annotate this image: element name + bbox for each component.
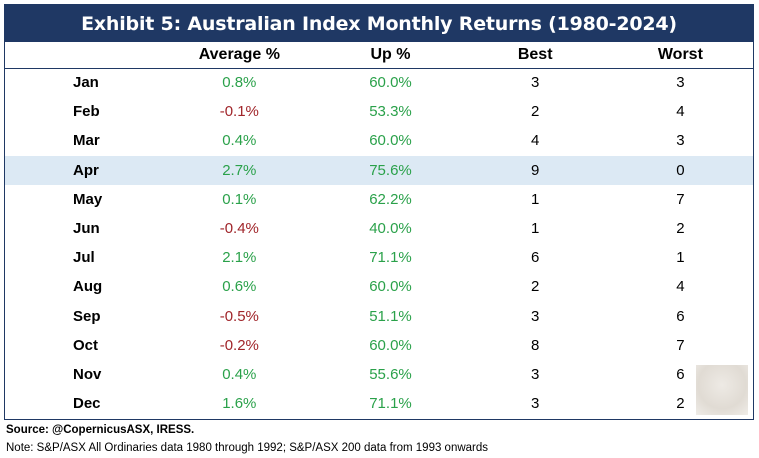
header-average: Average % xyxy=(160,42,319,69)
average-cell: 0.4% xyxy=(222,132,257,150)
up-cell: 60.0% xyxy=(369,278,412,296)
month-cell: Apr xyxy=(5,155,161,185)
best-cell: 9 xyxy=(462,155,608,185)
average-cell: 0.1% xyxy=(222,190,257,208)
month-cell: Oct xyxy=(73,336,99,354)
table-row: Mar 0.4% 60.0% 4 3 xyxy=(5,126,753,155)
table-row: Jan 0.8% 60.0% 3 3 xyxy=(5,68,753,97)
average-cell: 0.6% xyxy=(222,278,257,296)
worst-cell: 3 xyxy=(676,74,685,92)
best-cell: 2 xyxy=(531,103,540,121)
best-cell: 1 xyxy=(531,190,540,208)
best-cell: 3 xyxy=(531,74,540,92)
month-cell: Jun xyxy=(73,220,100,238)
month-cell: Jul xyxy=(73,249,95,267)
month-cell: May xyxy=(73,190,103,208)
best-cell: 3 xyxy=(531,395,540,413)
table-row: Jun -0.4% 40.0% 1 2 xyxy=(5,214,753,243)
best-cell: 8 xyxy=(531,336,540,354)
up-cell: 62.2% xyxy=(369,190,412,208)
table-row: Feb -0.1% 53.3% 2 4 xyxy=(5,97,753,126)
worst-cell: 3 xyxy=(676,132,685,150)
up-cell: 53.3% xyxy=(369,103,412,121)
header-up: Up % xyxy=(318,42,463,69)
header-row: Average % Up % Best Worst xyxy=(5,42,753,69)
average-cell: 0.4% xyxy=(222,365,257,383)
header-best: Best xyxy=(462,42,608,69)
average-cell: -0.5% xyxy=(219,307,259,325)
table-row: Apr 2.7% 75.6% 9 0 xyxy=(5,155,753,185)
average-cell: -0.1% xyxy=(219,103,259,121)
month-cell: Sep xyxy=(73,307,101,325)
table-row: Nov 0.4% 55.6% 3 6 xyxy=(5,360,753,389)
average-cell: -0.4% xyxy=(219,220,259,238)
best-cell: 1 xyxy=(531,220,540,238)
average-cell: 2.7% xyxy=(160,155,319,185)
average-cell: 2.1% xyxy=(222,249,257,267)
header-month xyxy=(5,42,161,69)
note-text: Note: S&P/ASX All Ordinaries data 1980 t… xyxy=(6,442,489,454)
worst-cell: 7 xyxy=(676,190,685,208)
table-body: Jan 0.8% 60.0% 3 3 Feb -0.1% 53.3% 2 4 Mar 0.4% 60.0… xyxy=(5,68,753,418)
up-cell: 75.6% xyxy=(318,155,463,185)
watermark-image xyxy=(696,365,748,415)
worst-cell: 4 xyxy=(676,103,685,121)
exhibit-frame: Exhibit 5: Australian Index Monthly Retu… xyxy=(4,4,754,420)
table-row: Jul 2.1% 71.1% 6 1 xyxy=(5,243,753,272)
worst-cell: 7 xyxy=(676,336,685,354)
up-cell: 40.0% xyxy=(369,220,412,238)
month-cell: Aug xyxy=(73,278,103,296)
month-cell: Mar xyxy=(73,132,100,150)
worst-cell: 4 xyxy=(676,278,685,296)
worst-cell: 6 xyxy=(676,307,685,325)
worst-cell: 1 xyxy=(676,249,685,267)
best-cell: 3 xyxy=(531,365,540,383)
average-cell: -0.2% xyxy=(219,336,259,354)
worst-cell: 2 xyxy=(676,395,685,413)
up-cell: 60.0% xyxy=(369,336,412,354)
average-cell: 0.8% xyxy=(222,74,257,92)
up-cell: 55.6% xyxy=(369,365,412,383)
up-cell: 51.1% xyxy=(369,307,412,325)
best-cell: 4 xyxy=(531,132,540,150)
worst-cell: 2 xyxy=(676,220,685,238)
month-cell: Dec xyxy=(73,395,101,413)
best-cell: 6 xyxy=(531,249,540,267)
up-cell: 60.0% xyxy=(369,74,412,92)
monthly-returns-table: Average % Up % Best Worst Jan 0.8% 60.0% 3 3… xyxy=(5,42,753,418)
table-row: Dec 1.6% 71.1% 3 2 xyxy=(5,389,753,418)
table-row: Aug 0.6% 60.0% 2 4 xyxy=(5,272,753,301)
worst-cell: 0 xyxy=(607,155,753,185)
header-worst: Worst xyxy=(607,42,753,69)
up-cell: 71.1% xyxy=(369,249,412,267)
source-text: Source: @CopernicusASX, IRESS. xyxy=(6,424,195,436)
month-cell: Nov xyxy=(73,365,102,383)
best-cell: 2 xyxy=(531,278,540,296)
best-cell: 3 xyxy=(531,307,540,325)
month-cell: Feb xyxy=(73,103,100,121)
table-row: Sep -0.5% 51.1% 3 6 xyxy=(5,302,753,331)
average-cell: 1.6% xyxy=(222,395,257,413)
table-row: May 0.1% 62.2% 1 7 xyxy=(5,185,753,214)
up-cell: 60.0% xyxy=(369,132,412,150)
exhibit-title: Exhibit 5: Australian Index Monthly Retu… xyxy=(5,5,753,42)
up-cell: 71.1% xyxy=(369,395,412,413)
worst-cell: 6 xyxy=(676,365,685,383)
table-row: Oct -0.2% 60.0% 8 7 xyxy=(5,331,753,360)
month-cell: Jan xyxy=(73,74,99,92)
